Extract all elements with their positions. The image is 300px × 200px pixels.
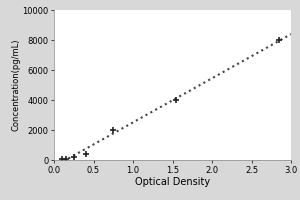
Y-axis label: Concentration(pg/mL): Concentration(pg/mL) xyxy=(12,39,21,131)
X-axis label: Optical Density: Optical Density xyxy=(135,177,210,187)
